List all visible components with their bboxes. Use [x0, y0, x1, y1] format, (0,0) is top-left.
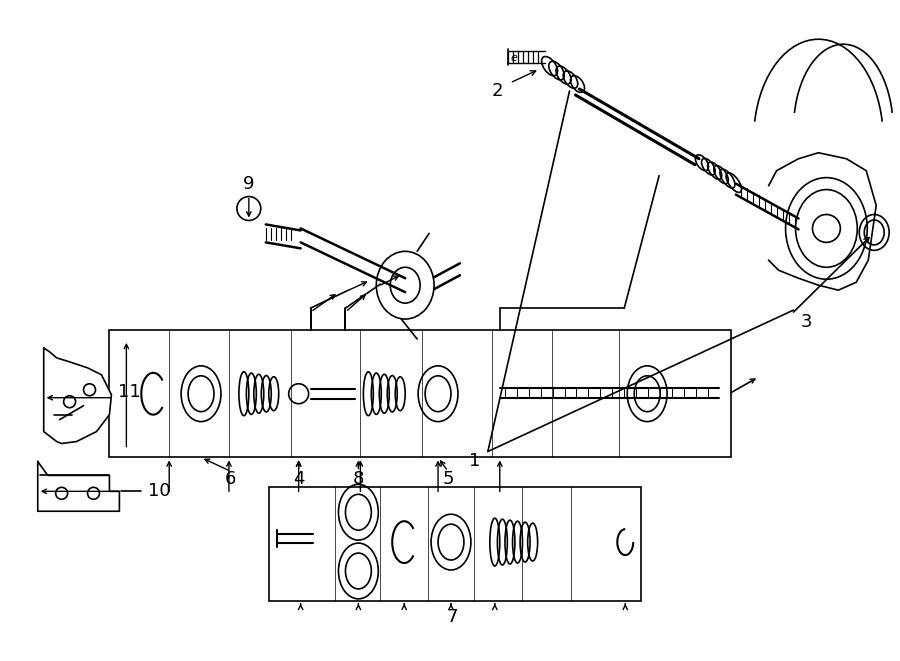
Bar [269, 487, 641, 601]
Text: 7: 7 [446, 608, 458, 626]
Bar [110, 330, 731, 457]
Text: 8: 8 [353, 471, 364, 488]
Text: 10: 10 [148, 483, 170, 500]
Polygon shape [38, 461, 120, 511]
Text: 4: 4 [292, 471, 304, 488]
Text: 5: 5 [442, 471, 454, 488]
Text: 6: 6 [225, 471, 237, 488]
Text: 9: 9 [243, 175, 255, 192]
Polygon shape [44, 348, 112, 444]
Text: 3: 3 [801, 313, 812, 331]
Text: 11: 11 [118, 383, 140, 401]
Text: e: e [510, 53, 518, 63]
Text: 1: 1 [469, 452, 481, 471]
Text: 2: 2 [492, 82, 503, 100]
